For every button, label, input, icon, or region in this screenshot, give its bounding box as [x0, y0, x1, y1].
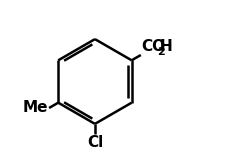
Text: 2: 2 [157, 47, 164, 57]
Text: Me: Me [23, 100, 48, 116]
Text: Cl: Cl [87, 135, 103, 150]
Text: CO: CO [142, 39, 166, 54]
Text: H: H [160, 39, 173, 54]
